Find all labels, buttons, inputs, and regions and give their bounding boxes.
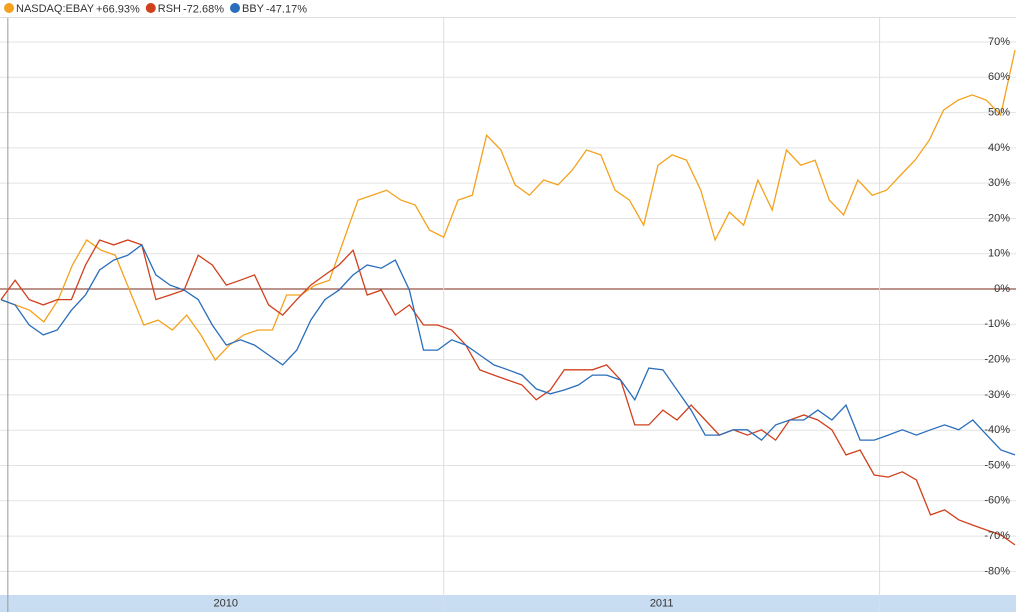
legend-name: BBY [242,3,265,15]
y-tick-label: -60% [984,495,1010,507]
x-tick-label: 2011 [650,597,674,609]
y-tick-label: 40% [988,142,1010,154]
x-axis-band [0,595,1016,612]
y-tick-label: -80% [984,565,1010,577]
legend: NASDAQ:EBAY +66.93% RSH -72.68% BBY -47.17% [4,3,307,15]
y-tick-label: 20% [988,212,1010,224]
y-tick-label: -40% [984,424,1010,436]
y-tick-label: -20% [984,354,1010,366]
legend-dot [230,3,240,13]
y-tick-label: 60% [988,71,1010,83]
y-tick-label: 30% [988,177,1010,189]
legend-dot [4,3,14,13]
series-line [0,239,1016,546]
legend-name: NASDAQ:EBAY [16,3,95,15]
legend-dot [145,3,156,13]
y-tick-label: 0% [994,283,1010,295]
x-tick-label: 2010 [214,597,238,609]
y-tick-label: -70% [984,530,1010,542]
y-tick-label: -30% [984,389,1010,401]
legend-change: -47.17% [266,3,307,15]
labels: 70% 60% 50% 40% 30% 20% 10% 0% -10% -20% -30% -40% -… [214,36,1011,610]
lines [0,49,1016,546]
legend-name: RSH [158,3,181,15]
series-line [0,49,1016,362]
series-line [0,243,1016,456]
grid [0,18,1016,612]
y-tick-label: 50% [988,106,1010,118]
y-tick-label: -10% [984,318,1010,330]
legend-change: -72.68% [183,3,224,15]
y-tick-label: 10% [988,248,1010,260]
legend-change: +66.93% [96,3,140,15]
y-tick-label: -50% [984,459,1010,471]
y-tick-label: 70% [988,36,1010,48]
